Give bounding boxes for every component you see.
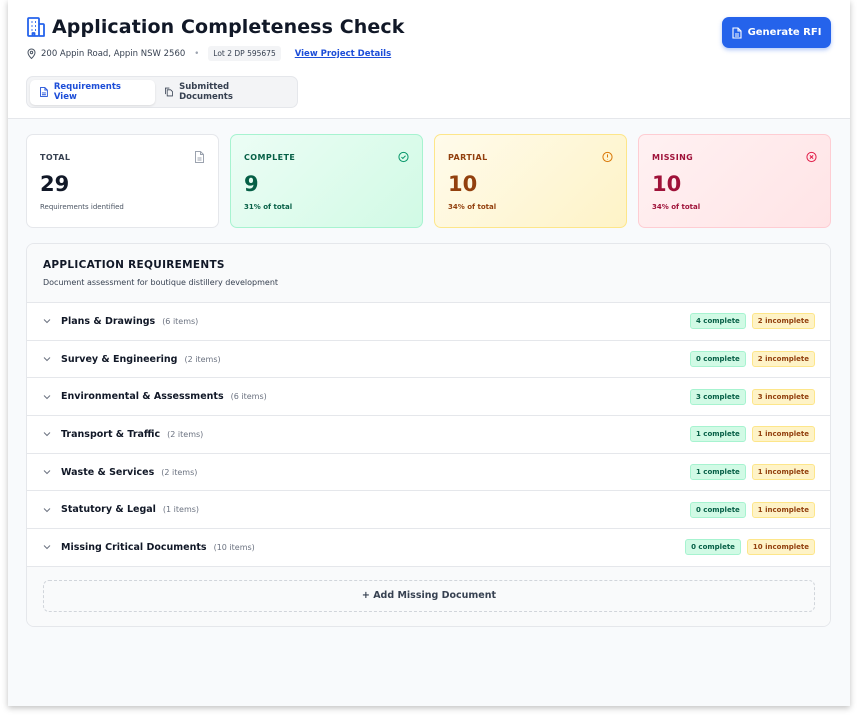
group-name: Waste & Services [61, 466, 155, 478]
requirement-group-row[interactable]: Transport & Traffic (2 items) 1 complete… [27, 416, 830, 454]
title-row: Application Completeness Check [26, 16, 404, 38]
group-count: (1 items) [162, 505, 200, 515]
group-name: Missing Critical Documents [61, 541, 207, 553]
view-tabs: Requirements View Submitted Documents [26, 76, 298, 108]
tab-requirements-label: Requirements View [53, 82, 121, 102]
complete-badge: 0 complete [689, 351, 746, 368]
tab-submitted-documents[interactable]: Submitted Documents [155, 80, 294, 105]
group-count: (2 items) [184, 354, 221, 364]
requirement-group-row[interactable]: Environmental & Assessments (6 items) 3 … [27, 378, 830, 417]
incomplete-badge: 10 incomplete [746, 539, 815, 556]
complete-badge: 3 complete [689, 388, 746, 405]
add-document-area: + Add Missing Document [27, 566, 830, 626]
group-count: (10 items) [213, 542, 255, 552]
group-badges: 1 complete 1 incomplete [689, 426, 815, 443]
alert-circle-icon [602, 151, 613, 163]
lot-badge: Lot 2 DP 595675 [208, 46, 281, 61]
stat-label: COMPLETE [244, 153, 296, 162]
incomplete-badge: 2 incomplete [751, 351, 815, 368]
view-project-details-link[interactable]: View Project Details [294, 48, 392, 59]
complete-badge: 1 complete [689, 426, 746, 443]
requirements-subtitle: Document assessment for boutique distill… [43, 278, 279, 287]
page-header: Application Completeness Check 200 Appin… [8, 0, 850, 119]
document-icon [40, 87, 48, 97]
document-icon [732, 26, 742, 39]
group-count: (2 items) [167, 429, 204, 439]
chevron-down-icon [43, 545, 51, 550]
stat-value: 10 [448, 172, 478, 196]
group-badges: 0 complete 10 incomplete [685, 539, 815, 556]
page-title: Application Completeness Check [52, 16, 405, 38]
app-window: Application Completeness Check 200 Appin… [8, 0, 850, 706]
group-name: Survey & Engineering [61, 353, 178, 365]
group-count: (2 items) [161, 467, 198, 477]
stat-card-complete: COMPLETE 9 31% of total [230, 134, 423, 228]
group-badges: 0 complete 2 incomplete [689, 351, 815, 368]
chevron-down-icon [43, 394, 51, 399]
group-badges: 1 complete 1 incomplete [689, 464, 815, 481]
stat-subtext: 31% of total [244, 203, 293, 211]
stat-label: MISSING [652, 153, 694, 162]
documents-icon [165, 87, 174, 97]
stat-subtext: 34% of total [652, 203, 701, 211]
generate-rfi-label: Generate RFI [747, 27, 822, 38]
stat-card-partial: PARTIAL 10 34% of total [434, 134, 627, 228]
group-badges: 3 complete 3 incomplete [689, 388, 815, 405]
incomplete-badge: 1 incomplete [751, 464, 815, 481]
incomplete-badge: 1 incomplete [751, 426, 815, 443]
complete-badge: 0 complete [685, 539, 741, 556]
stat-card-total: TOTAL 29 Requirements identified [26, 134, 219, 228]
chevron-down-icon [43, 432, 51, 437]
group-name: Transport & Traffic [61, 428, 161, 440]
requirement-group-row[interactable]: Statutory & Legal (1 items) 0 complete 1… [27, 491, 830, 530]
complete-badge: 0 complete [689, 501, 746, 518]
stat-value: 10 [652, 172, 682, 196]
stat-label: TOTAL [40, 153, 71, 162]
requirement-group-row[interactable]: Missing Critical Documents (10 items) 0 … [27, 529, 830, 567]
separator-dot: • [194, 48, 200, 59]
building-icon [27, 17, 45, 37]
chevron-down-icon [43, 319, 51, 324]
chevron-down-icon [43, 507, 51, 512]
project-address: 200 Appin Road, Appin NSW 2560 [41, 48, 186, 59]
requirement-group-row[interactable]: Survey & Engineering (2 items) 0 complet… [27, 340, 830, 379]
stat-subtext: Requirements identified [40, 203, 124, 211]
incomplete-badge: 3 incomplete [751, 388, 815, 405]
stat-label: PARTIAL [448, 153, 488, 162]
complete-badge: 1 complete [689, 464, 746, 481]
stat-value: 9 [244, 172, 259, 196]
requirements-header: APPLICATION REQUIREMENTS Document assess… [27, 244, 830, 303]
incomplete-badge: 2 incomplete [751, 313, 815, 330]
group-count: (6 items) [230, 392, 267, 402]
group-badges: 0 complete 1 incomplete [689, 501, 815, 518]
requirement-group-row[interactable]: Plans & Drawings (6 items) 4 complete 2 … [27, 303, 830, 341]
incomplete-badge: 1 incomplete [751, 501, 815, 518]
requirements-title: APPLICATION REQUIREMENTS [43, 259, 225, 271]
requirements-panel: APPLICATION REQUIREMENTS Document assess… [26, 243, 831, 627]
group-name: Plans & Drawings [61, 315, 156, 327]
chevron-down-icon [43, 357, 51, 362]
map-pin-icon [27, 48, 36, 59]
stat-value: 29 [40, 172, 70, 196]
requirement-group-row[interactable]: Waste & Services (2 items) 1 complete 1 … [27, 453, 830, 492]
tab-submitted-label: Submitted Documents [179, 82, 233, 102]
x-circle-icon [806, 151, 817, 163]
add-missing-document-button[interactable]: + Add Missing Document [43, 579, 815, 612]
complete-badge: 4 complete [689, 313, 746, 330]
generate-rfi-button[interactable]: Generate RFI [722, 17, 831, 48]
group-badges: 4 complete 2 incomplete [689, 313, 815, 330]
group-name: Environmental & Assessments [61, 391, 224, 403]
group-name: Statutory & Legal [61, 504, 156, 516]
tab-requirements-view[interactable]: Requirements View [30, 79, 156, 105]
group-count: (6 items) [162, 316, 199, 326]
stat-subtext: 34% of total [448, 203, 497, 211]
check-circle-icon [398, 151, 409, 163]
chevron-down-icon [43, 470, 51, 475]
stat-card-missing: MISSING 10 34% of total [638, 134, 831, 228]
document-icon [195, 151, 204, 163]
project-meta: 200 Appin Road, Appin NSW 2560 • Lot 2 D… [27, 46, 391, 61]
